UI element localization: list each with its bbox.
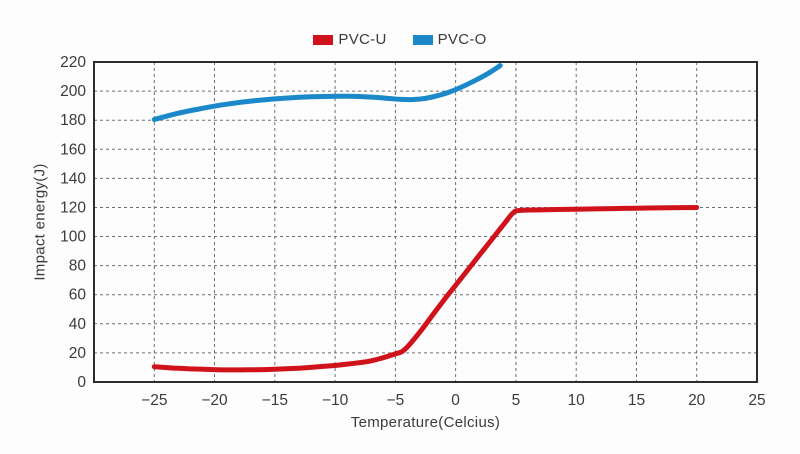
- plot-border: [93, 61, 758, 383]
- series-line-pvc-o: [151, 63, 503, 122]
- x-tick-label: 0: [451, 392, 460, 409]
- x-tick-label: −5: [387, 392, 405, 409]
- y-tick-label: 120: [60, 200, 86, 217]
- x-tick-labels: −25 −20 −15 −10 −5 0 5 10 15 20 25: [141, 392, 765, 409]
- y-tick-label: 200: [60, 83, 86, 100]
- y-tick-label: 80: [69, 258, 87, 275]
- series-line-pvc-u: [151, 205, 700, 373]
- x-tick-label: 15: [628, 392, 645, 409]
- x-tick-label: −15: [262, 392, 288, 409]
- x-tick-label: −25: [141, 392, 167, 409]
- y-tick-label: 0: [77, 374, 86, 391]
- y-tick-label: 140: [60, 170, 86, 187]
- y-axis-title: Impact energy(J): [31, 163, 49, 281]
- series-lines: [151, 63, 700, 373]
- x-tick-label: −10: [322, 392, 349, 409]
- x-tick-label: −20: [201, 392, 228, 409]
- y-tick-label: 20: [69, 345, 87, 362]
- y-tick-label: 220: [60, 54, 86, 71]
- y-tick-label: 40: [69, 316, 87, 333]
- x-tick-label: 20: [688, 392, 706, 409]
- x-tick-label: 5: [512, 392, 521, 409]
- x-axis-title: Temperature(Celcius): [350, 414, 501, 431]
- x-tick-label: 25: [748, 392, 765, 409]
- y-tick-label: 60: [69, 287, 87, 304]
- y-tick-label: 160: [60, 141, 86, 158]
- y-tick-label: 100: [60, 229, 86, 246]
- y-tick-label: 180: [60, 112, 86, 129]
- y-tick-labels: 0 20 40 60 80 100 120 140 160 180 200 220: [60, 54, 86, 391]
- gridlines: [94, 62, 757, 382]
- x-tick-label: 10: [568, 392, 586, 409]
